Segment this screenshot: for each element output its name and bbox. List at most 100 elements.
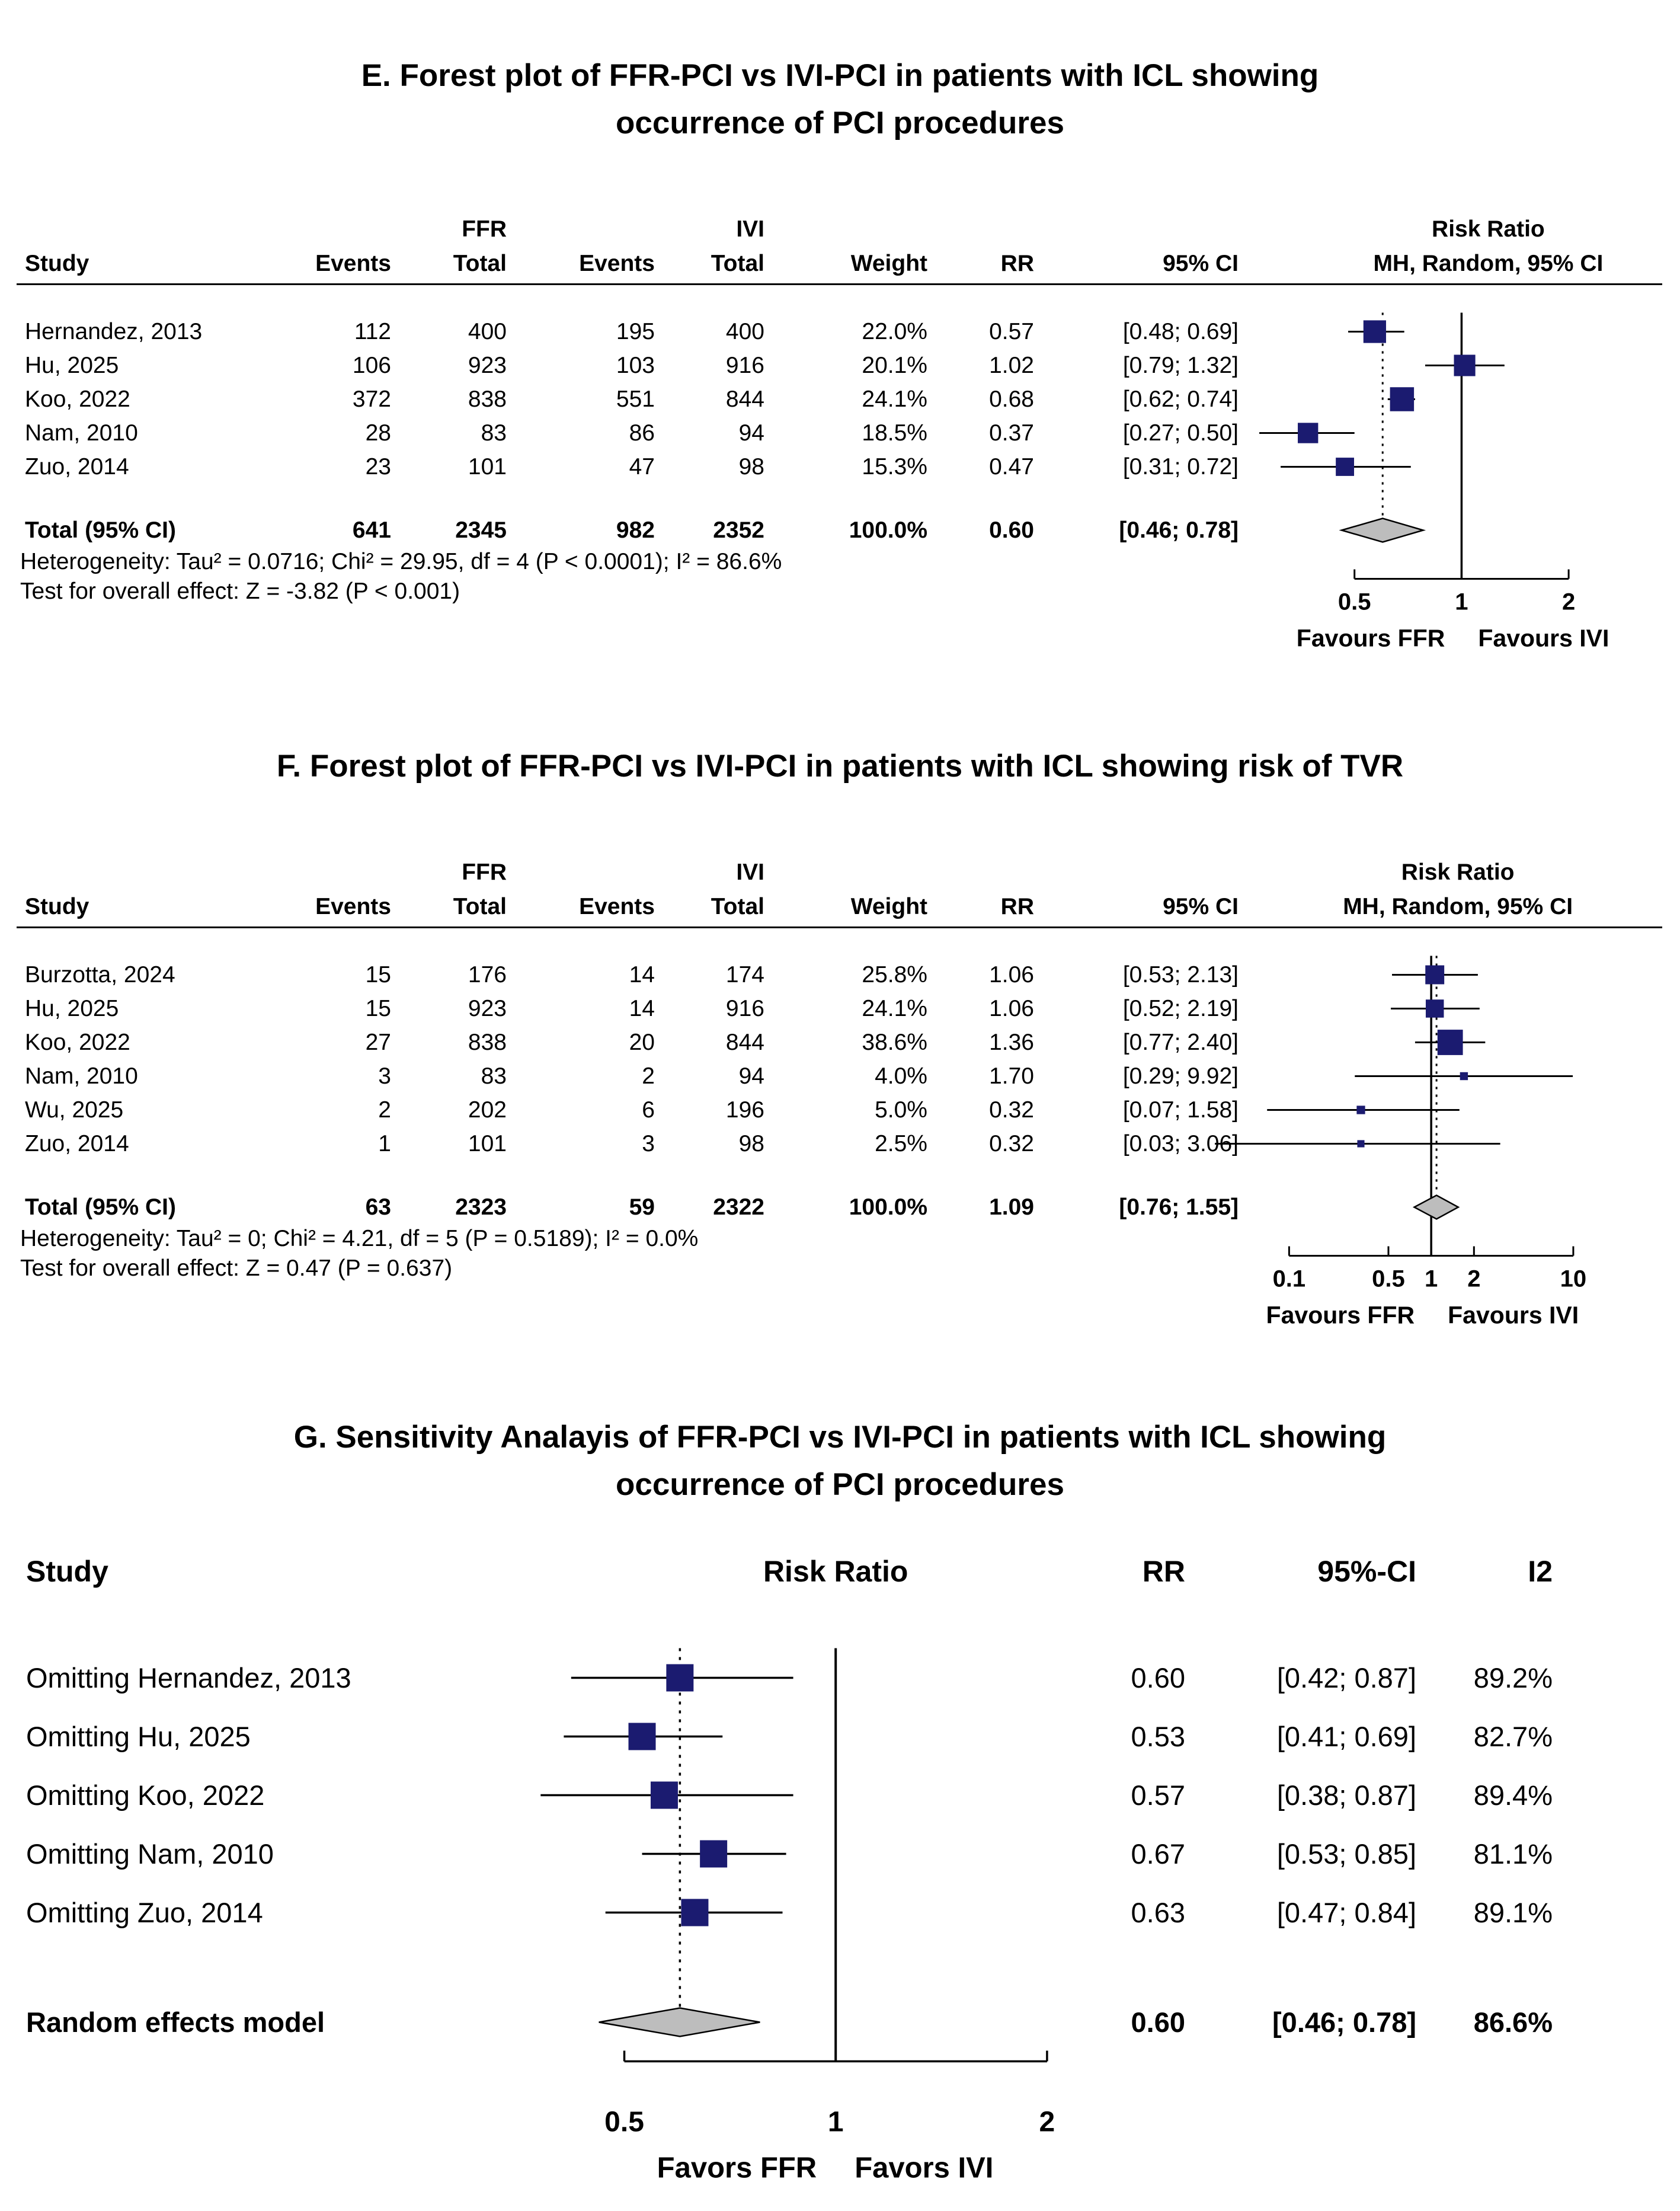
total-ffr-value: 838 (468, 386, 507, 412)
overall-effect-note: Test for overall effect: Z = -3.82 (P < … (20, 579, 460, 604)
events-ffr-value: 112 (354, 319, 391, 344)
spacer (0, 285, 1680, 315)
title-line: F. Forest plot of FFR-PCI vs IVI-PCI in … (276, 749, 1404, 784)
study-name: Omitting Zuo, 2014 (26, 1897, 263, 1928)
rr-value: 0.63 (1131, 1897, 1185, 1928)
events-ivi-value: 14 (629, 962, 655, 988)
total-ivi-value: 400 (725, 319, 764, 344)
events-ffr-value: 372 (352, 386, 391, 412)
study-name: Wu, 2025 (25, 1097, 124, 1123)
weight-value: 20.1% (862, 353, 927, 378)
rr-value: 0.57 (989, 319, 1034, 344)
sensitivity-row: Omitting Nam, 2010 0.67 [0.53; 0.85] 81.1% (0, 1825, 1680, 1883)
panel-e-title: E. Forest plot of FFR-PCI vs IVI-PCI in … (0, 52, 1680, 147)
header-rr: RR (1000, 251, 1034, 276)
total-row: Total (95% CI) 63 2323 59 2322 100.0% 1.09 [0.7… (0, 1190, 1680, 1224)
ci-value: [0.79; 1.32] (1122, 353, 1239, 378)
rr-value: 0.57 (1131, 1779, 1185, 1811)
events-ffr-value: 27 (365, 1030, 391, 1055)
total-ffr-value: 176 (468, 962, 507, 988)
total-events-ffr: 641 (352, 517, 391, 543)
events-ffr-value: 15 (365, 996, 391, 1021)
rr-value: 1.06 (989, 962, 1034, 988)
spacer (0, 1942, 1680, 1993)
study-name: Omitting Nam, 2010 (26, 1838, 274, 1870)
total-ffr-value: 923 (468, 996, 507, 1021)
study-name: Omitting Koo, 2022 (26, 1779, 265, 1811)
ci-value: [0.29; 9.92] (1122, 1063, 1239, 1089)
i2-value: 89.4% (1473, 1779, 1553, 1811)
random-effects-rr: 0.60 (1131, 2006, 1185, 2038)
events-ivi-value: 103 (616, 353, 655, 378)
axis-tick-label: 2 (1039, 2107, 1055, 2138)
weight-value: 24.1% (862, 996, 927, 1021)
header-model: MH, Random, 95% CI (1373, 251, 1604, 276)
header-study: Study (26, 1555, 108, 1588)
spacer (0, 928, 1680, 958)
header-study: Study (25, 894, 89, 919)
random-effects-ci: [0.46; 0.78] (1272, 2006, 1416, 2038)
header-group-ffr: FFR (462, 860, 507, 885)
header-risk-ratio: Risk Ratio (1432, 216, 1545, 242)
title-line: E. Forest plot of FFR-PCI vs IVI-PCI in … (361, 58, 1319, 93)
header-weight: Weight (850, 251, 927, 276)
total-ffr-value: 83 (481, 420, 507, 446)
total-events-ffr: 63 (365, 1194, 391, 1220)
header-risk-ratio: Risk Ratio (763, 1555, 908, 1588)
study-row: Koo, 2022 372 838 551 844 24.1% 0.68 [0.62; 0.7… (0, 382, 1680, 416)
i2-value: 82.7% (1473, 1721, 1553, 1752)
rr-value: 0.32 (989, 1097, 1034, 1123)
weight-value: 15.3% (862, 454, 927, 480)
header-ci: 95% CI (1163, 251, 1239, 276)
header-ci: 95% CI (1163, 894, 1239, 919)
study-row: Wu, 2025 2 202 6 196 5.0% 0.32 [0.07; 1.58] (0, 1093, 1680, 1127)
header-rr: RR (1000, 894, 1034, 919)
total-ffr-value: 923 (468, 353, 507, 378)
sensitivity-row: Omitting Hernandez, 2013 0.60 [0.42; 0.87]… (0, 1648, 1680, 1707)
sensitivity-row: Omitting Koo, 2022 0.57 [0.38; 0.87] 89.4% (0, 1766, 1680, 1825)
spacer (0, 484, 1680, 513)
header-rule (17, 926, 1662, 928)
events-ivi-value: 6 (642, 1097, 655, 1123)
study-name: Koo, 2022 (25, 386, 130, 412)
rr-value: 0.67 (1131, 1838, 1185, 1870)
total-ffr-value: 400 (468, 319, 507, 344)
axis-tick-label: 1 (828, 2107, 844, 2138)
total-total-ivi: 2352 (713, 517, 764, 543)
total-ivi-value: 174 (725, 962, 764, 988)
favours-left-label: Favours FFR (1266, 1302, 1415, 1329)
header-total-ffr: Total (453, 894, 507, 919)
study-name: Omitting Hernandez, 2013 (26, 1662, 351, 1694)
events-ivi-value: 3 (642, 1131, 655, 1156)
random-effects-row: Random effects model 0.60 [0.46; 0.78] 86.6… (0, 1993, 1680, 2052)
header-total-ivi: Total (711, 894, 764, 919)
study-row: Zuo, 2014 1 101 3 98 2.5% 0.32 [0.03; 3.06] (0, 1127, 1680, 1161)
study-row: Hernandez, 2013 112 400 195 400 22.0% 0.57 [0.4… (0, 315, 1680, 349)
total-ffr-value: 202 (468, 1097, 507, 1123)
events-ivi-value: 86 (629, 420, 655, 446)
ci-value: [0.53; 2.13] (1122, 962, 1239, 988)
i2-value: 81.1% (1473, 1838, 1553, 1870)
title-line: occurrence of PCI procedures (616, 106, 1064, 140)
events-ivi-value: 195 (616, 319, 655, 344)
header-columns-row: Study Events Total Events Total Weight RR 95% C… (0, 247, 1680, 281)
total-ci: [0.46; 0.78] (1119, 517, 1239, 543)
panel-e-table: FFR IVI Risk Ratio Study Events Total Events To… (0, 212, 1680, 547)
total-ivi-value: 98 (738, 454, 764, 480)
weight-value: 4.0% (875, 1063, 927, 1089)
total-ci: [0.76; 1.55] (1119, 1194, 1239, 1220)
events-ivi-value: 551 (616, 386, 655, 412)
rr-value: 1.70 (989, 1063, 1034, 1089)
panel-e-forest-plot: E. Forest plot of FFR-PCI vs IVI-PCI in … (0, 0, 1680, 695)
axis-tick-label: 0.5 (604, 2107, 644, 2138)
favours-right-label: Favors IVI (855, 2152, 993, 2184)
ci-value: [0.41; 0.69] (1276, 1721, 1416, 1752)
rr-value: 0.53 (1131, 1721, 1185, 1752)
weight-value: 18.5% (862, 420, 927, 446)
study-row: Burzotta, 2024 15 176 14 174 25.8% 1.06 [0.53; … (0, 958, 1680, 992)
total-row: Total (95% CI) 641 2345 982 2352 100.0% 0.60 [0… (0, 513, 1680, 547)
header-columns-row: Study Events Total Events Total Weight RR 95% C… (0, 890, 1680, 924)
header-total-ffr: Total (453, 251, 507, 276)
panel-g-title: G. Sensitivity Analayis of FFR-PCI vs IV… (0, 1414, 1680, 1509)
